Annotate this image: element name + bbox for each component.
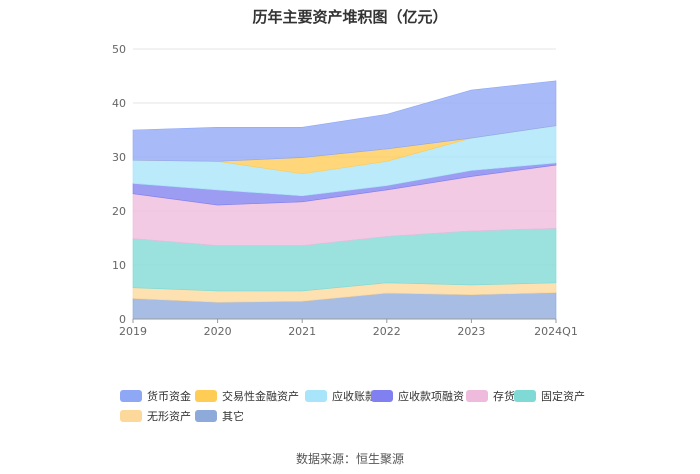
x-tick-label: 2021 — [288, 325, 316, 338]
x-tick-label: 2022 — [373, 325, 401, 338]
legend-swatch — [305, 390, 327, 402]
axes: 2019 2020 2021 2022 2023 2024Q1 — [119, 318, 578, 338]
data-source: 数据来源：恒生聚源 — [295, 452, 404, 466]
legend-item[interactable]: 应收款项融资 — [371, 388, 464, 404]
y-tick-label: 50 — [112, 43, 126, 56]
legend-label: 应收账款 — [332, 390, 376, 403]
legend-item[interactable]: 应收账款 — [305, 388, 376, 404]
legend-item[interactable]: 存货 — [466, 388, 515, 404]
legend-item[interactable]: 无形资产 — [120, 408, 191, 424]
x-tick-label: 2023 — [457, 325, 485, 338]
legend-label: 无形资产 — [147, 410, 191, 423]
legend-swatch — [195, 410, 217, 422]
legend-swatch — [466, 390, 488, 402]
y-tick-label: 30 — [112, 151, 126, 164]
legend-item[interactable]: 货币资金 — [120, 388, 191, 404]
legend-item[interactable]: 其它 — [195, 408, 244, 424]
legend-label: 交易性金融资产 — [222, 390, 299, 403]
legend-swatch — [195, 390, 217, 402]
legend-label: 存货 — [493, 390, 515, 403]
area-series-7 — [132, 80, 557, 162]
y-tick-label: 20 — [112, 205, 126, 218]
legend-label: 货币资金 — [147, 390, 191, 403]
legend-swatch — [514, 390, 536, 402]
legend-item[interactable]: 固定资产 — [514, 388, 585, 404]
stacked-areas — [132, 80, 557, 320]
legend-label: 固定资产 — [541, 390, 585, 403]
y-tick-label: 40 — [112, 97, 126, 110]
legend-swatch — [371, 390, 393, 402]
y-tick-label: 0 — [119, 313, 126, 326]
legend-swatch — [120, 410, 142, 422]
legend-item[interactable]: 交易性金融资产 — [195, 388, 299, 404]
x-tick-label: 2020 — [204, 325, 232, 338]
x-tick-label: 2024Q1 — [534, 325, 578, 338]
chart-title: 历年主要资产堆积图（亿元） — [252, 8, 448, 26]
legend-label: 应收款项融资 — [398, 390, 464, 403]
x-tick-label: 2019 — [119, 325, 147, 338]
legend-label: 其它 — [222, 410, 244, 423]
y-tick-label: 10 — [112, 259, 126, 272]
legend-swatch — [120, 390, 142, 402]
